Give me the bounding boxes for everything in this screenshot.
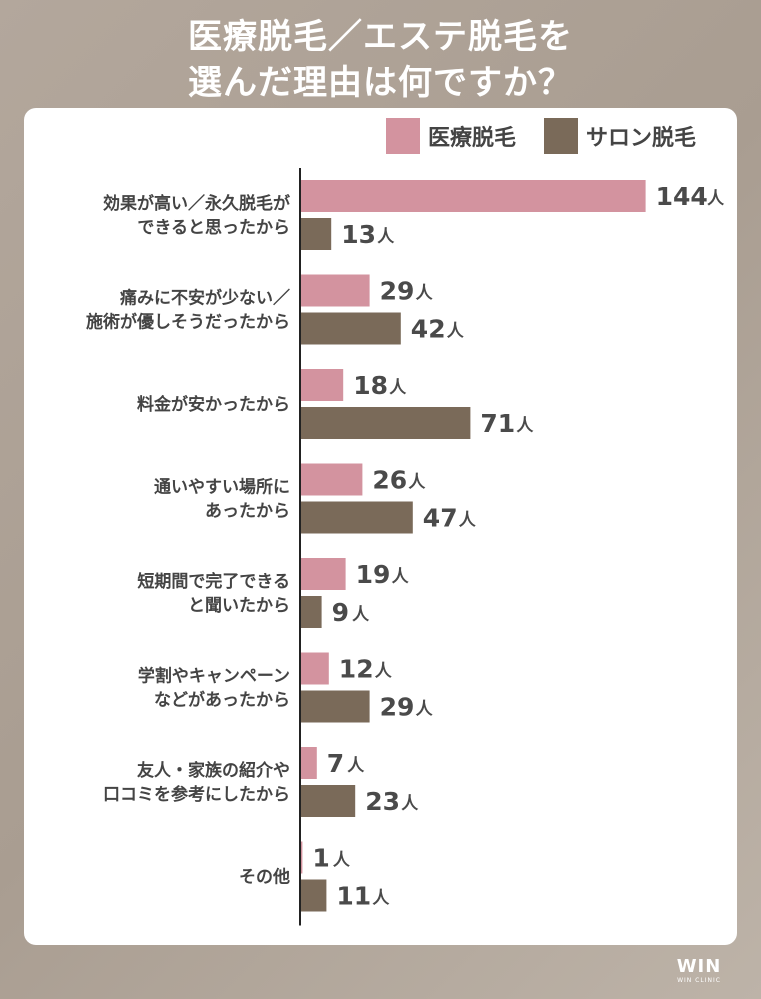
category-label: できると思ったから xyxy=(137,218,290,238)
bar-clinic xyxy=(300,652,329,685)
bar-salon xyxy=(300,690,370,723)
category-label: などがあったから xyxy=(154,690,290,711)
bar-salon xyxy=(300,407,471,439)
unit-label: 人 xyxy=(377,227,395,247)
legend-label-clinic: 医療脱毛 xyxy=(428,126,517,151)
legend-label-salon: サロン脱毛 xyxy=(586,126,697,151)
value-label: 7 xyxy=(327,749,344,778)
value-label: 1 xyxy=(312,844,329,873)
bar-clinic xyxy=(300,558,346,590)
unit-label: 人 xyxy=(447,322,465,342)
category-label: 学割やキャンペーン xyxy=(138,666,290,687)
category-label: 料金が安かったから xyxy=(137,394,290,415)
value-label: 42 xyxy=(411,315,446,344)
value-label: 13 xyxy=(341,220,376,249)
bar-salon xyxy=(300,785,356,817)
unit-label: 人 xyxy=(408,473,426,493)
bar-clinic xyxy=(300,747,317,779)
unit-label: 人 xyxy=(416,700,434,720)
unit-label: 人 xyxy=(459,511,477,531)
legend: 医療脱毛 サロン脱毛 xyxy=(0,118,761,158)
value-label: 19 xyxy=(356,560,391,589)
logo-mark: WIN xyxy=(676,956,722,977)
unit-label: 人 xyxy=(352,605,370,625)
category-label: 施術が優しそうだったから xyxy=(86,312,290,333)
legend-item-clinic: 医療脱毛 xyxy=(386,118,516,154)
value-label: 26 xyxy=(372,466,407,495)
bar-salon xyxy=(300,218,332,250)
unit-label: 人 xyxy=(375,662,393,682)
bar-clinic xyxy=(300,180,646,212)
bar-salon xyxy=(300,312,401,345)
bar-clinic xyxy=(300,369,344,401)
unit-label: 人 xyxy=(416,284,434,304)
legend-item-salon: サロン脱毛 xyxy=(544,118,696,154)
legend-swatch-clinic xyxy=(386,118,420,154)
unit-label: 人 xyxy=(333,851,351,871)
bar-salon xyxy=(300,501,413,534)
value-label: 12 xyxy=(339,655,374,684)
bar-clinic xyxy=(300,463,363,496)
value-label: 9 xyxy=(332,598,349,627)
value-label: 47 xyxy=(423,504,458,533)
category-label: 友人・家族の紹介や xyxy=(137,760,290,781)
value-label: 144 xyxy=(656,182,708,211)
category-label: と聞いたから xyxy=(188,596,290,616)
unit-label: 人 xyxy=(372,889,390,909)
unit-label: 人 xyxy=(389,378,407,398)
chart-title: 医療脱毛／エステ脱毛を 選んだ理由は何ですか？ xyxy=(0,14,761,106)
category-label: 口コミを参考にしたから xyxy=(103,784,290,805)
bar-clinic xyxy=(300,841,303,874)
bar-salon xyxy=(300,879,327,912)
value-label: 18 xyxy=(353,371,388,400)
unit-label: 人 xyxy=(347,756,365,776)
unit-label: 人 xyxy=(516,416,534,436)
unit-label: 人 xyxy=(392,567,410,587)
unit-label: 人 xyxy=(401,794,419,814)
bar-salon xyxy=(300,596,322,628)
value-label: 29 xyxy=(380,277,415,306)
category-label: 通いやすい場所に xyxy=(154,478,290,498)
category-label: 効果が高い／永久脱毛が xyxy=(103,193,290,214)
value-label: 71 xyxy=(480,409,515,438)
category-label: 痛みに不安が少ない／ xyxy=(120,288,290,309)
category-label: あったから xyxy=(205,502,290,522)
win-clinic-logo: WIN WIN CLINIC xyxy=(664,958,734,986)
category-label: 短期間で完了できる xyxy=(137,571,290,592)
legend-swatch-salon xyxy=(544,118,578,154)
logo-subtext: WIN CLINIC xyxy=(677,977,721,984)
chart-title-line-2: 選んだ理由は何ですか？ xyxy=(188,63,573,103)
value-label: 23 xyxy=(365,787,400,816)
unit-label: 人 xyxy=(707,189,725,209)
chart-title-line-1: 医療脱毛／エステ脱毛を xyxy=(188,17,573,57)
value-label: 29 xyxy=(380,693,415,722)
value-label: 11 xyxy=(336,882,371,911)
bar-clinic xyxy=(300,274,370,307)
category-label: その他 xyxy=(239,867,290,888)
